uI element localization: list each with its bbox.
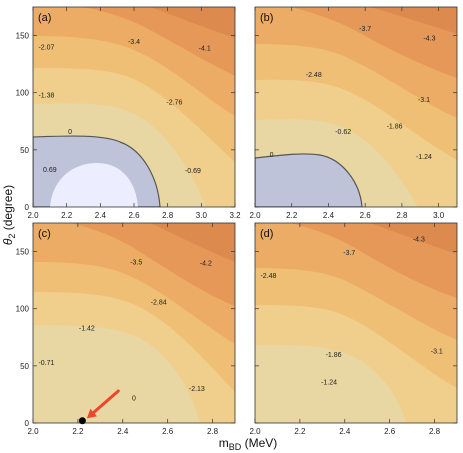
panel-label: (c) xyxy=(38,228,51,240)
axis-ticks: 2.0 2.2 2.4 2.6 2.8 3.0 3.2 0 50 100 150 xyxy=(16,7,241,220)
contour-label: -1.86 xyxy=(387,123,403,130)
y-tick-label: 0 xyxy=(25,203,30,212)
minimum-marker xyxy=(78,417,86,425)
axis-ticks: 2.0 2.2 2.4 2.6 2.8 0 50 100 150 xyxy=(16,223,235,436)
y-tick-label: 150 xyxy=(16,32,30,41)
contour-label: -3.4 xyxy=(128,39,140,46)
x-tick-label: 2.8 xyxy=(429,427,441,436)
contour-label: -1.42 xyxy=(79,326,95,333)
contour-label: -3.1 xyxy=(431,349,443,356)
contour-labels: -2.07 -3.4 -4.1 -1.38 -2.76 0 0.69 -0.69 xyxy=(38,39,210,175)
contour-label: -1.38 xyxy=(38,93,54,100)
plot-frame xyxy=(254,222,458,424)
panel-c: 2.0 2.2 2.4 2.6 2.8 0 50 100 150 -3.5 -4.2 -2.84 -1… xyxy=(16,222,236,436)
contour-label: -2.07 xyxy=(38,45,54,52)
band-level-7 xyxy=(150,7,235,38)
contour-label: -3.1 xyxy=(418,97,430,104)
x-tick-label: 2.8 xyxy=(162,211,174,220)
x-tick-label: 2.6 xyxy=(128,211,140,220)
band-level-1 xyxy=(255,153,363,207)
x-tick-label: 2.8 xyxy=(207,427,219,436)
panel-label: (a) xyxy=(38,12,51,24)
y-tick-label: 100 xyxy=(16,305,30,314)
contour-label: -4.2 xyxy=(200,261,212,268)
contour-label: 0 xyxy=(270,152,274,159)
contour-label: -2.48 xyxy=(260,273,276,280)
contour-labels: -3.7 -4.3 -2.48 -3.1 -1.86 -1.24 xyxy=(260,237,442,387)
x-tick-label: 2.0 xyxy=(249,427,261,436)
band-level-6 xyxy=(70,223,235,306)
contour-label: -1.24 xyxy=(416,154,432,161)
x-tick-label: 2.4 xyxy=(339,427,351,436)
x-tick-label: 2.6 xyxy=(162,427,174,436)
band-level-7 xyxy=(370,223,457,254)
contour-label: -3.5 xyxy=(130,259,142,266)
plot-frame xyxy=(32,222,236,424)
contour-label: -4.3 xyxy=(413,237,425,244)
contour-fill xyxy=(33,7,235,207)
x-tick-label: 2.4 xyxy=(117,427,129,436)
y-tick-label: 0 xyxy=(25,419,30,428)
pointer-arrow-head xyxy=(86,408,97,419)
plot-frame xyxy=(254,6,458,208)
x-tick-label: 2.2 xyxy=(61,211,73,220)
x-tick-label: 3.0 xyxy=(433,211,445,220)
x-axis-label: mBD (MeV) xyxy=(219,436,278,452)
panel-label: (b) xyxy=(260,12,273,24)
x-tick-label: 2.0 xyxy=(27,211,39,220)
x-tick-label: 2.4 xyxy=(95,211,107,220)
contour-label: -4.1 xyxy=(199,46,211,53)
x-tick-label: 2.2 xyxy=(72,427,84,436)
y-axis-label: θ2 (degree) xyxy=(1,185,17,245)
contour-label: -0.69 xyxy=(185,168,201,175)
band-level-6 xyxy=(290,7,457,78)
band-level-6 xyxy=(290,223,457,298)
x-tick-label: 2.2 xyxy=(294,427,306,436)
y-tick-label: 150 xyxy=(16,248,30,257)
x-tick-label: 3.0 xyxy=(196,211,208,220)
contour-label: -2.76 xyxy=(166,99,182,106)
contour-labels: -3.5 -4.2 -2.84 -1.42 -0.71 -2.13 0 xyxy=(38,259,211,402)
contour-label: -2.84 xyxy=(151,299,167,306)
x-tick-label: 2.4 xyxy=(323,211,335,220)
x-tick-label: 2.6 xyxy=(360,211,372,220)
contour-label: -3.7 xyxy=(343,250,355,257)
panel-b: 2.0 2.2 2.4 2.6 2.8 3.0 -3.7 -4.3 -2.48 -3.1 -1.8… xyxy=(249,6,458,220)
contour-label: 0.69 xyxy=(43,167,57,174)
contour-fill xyxy=(33,223,235,423)
contour-label: -0.71 xyxy=(38,360,54,367)
axis-ticks: 2.0 2.2 2.4 2.6 2.8 3.0 xyxy=(249,7,457,220)
band-level-7 xyxy=(370,7,457,34)
y-tick-label: 50 xyxy=(20,146,29,155)
x-tick-label: 3.2 xyxy=(229,211,241,220)
contour-label: -1.24 xyxy=(321,379,337,386)
contour-fill xyxy=(255,223,457,423)
x-tick-label: 2.6 xyxy=(384,427,396,436)
contour-label: 0 xyxy=(132,395,136,402)
panel-label: (d) xyxy=(260,228,273,240)
axis-ticks: 2.0 2.2 2.4 2.6 2.8 xyxy=(249,223,457,436)
contour-label: -1.86 xyxy=(326,352,342,359)
contour-label: -2.13 xyxy=(189,386,205,393)
panel-d: 2.0 2.2 2.4 2.6 2.8 -3.7 -4.3 -2.48 -3.1 -1.86 -1… xyxy=(249,222,458,436)
x-tick-label: 2.2 xyxy=(286,211,298,220)
band-level-7 xyxy=(150,223,235,262)
x-tick-label: 2.0 xyxy=(27,427,39,436)
band-level-0 xyxy=(50,163,138,207)
contour-label: -3.7 xyxy=(359,26,371,33)
contour-label: -2.48 xyxy=(306,72,322,79)
contour-fill xyxy=(255,7,457,207)
x-tick-label: 2.0 xyxy=(249,211,261,220)
x-tick-label: 2.8 xyxy=(396,211,408,220)
panel-a: 2.0 2.2 2.4 2.6 2.8 3.0 3.2 0 50 100 150 -2.07 -3.4… xyxy=(16,6,241,220)
contour-label: -0.62 xyxy=(335,129,351,136)
contour-labels: -3.7 -4.3 -2.48 -3.1 -1.86 -0.62 0 -1.24 xyxy=(270,26,436,161)
pointer-arrow xyxy=(92,389,120,415)
contour-label: 0 xyxy=(68,129,72,136)
contour-label: -4.3 xyxy=(423,35,435,42)
y-tick-label: 100 xyxy=(16,89,30,98)
y-tick-label: 50 xyxy=(20,362,29,371)
